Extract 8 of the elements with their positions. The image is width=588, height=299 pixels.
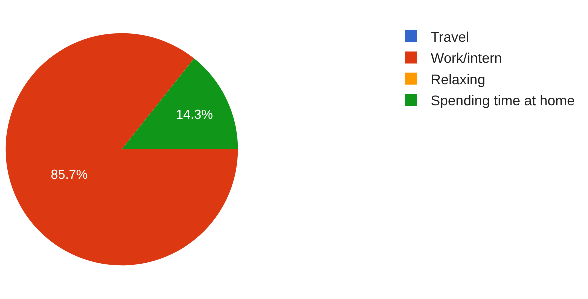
pie-slice bbox=[6, 33, 238, 266]
data-label: 14.3% bbox=[176, 106, 214, 122]
legend-label: Travel bbox=[431, 28, 470, 45]
legend-label: Work/intern bbox=[431, 50, 502, 66]
pie-slice bbox=[122, 58, 238, 150]
data-label: 85.7% bbox=[51, 167, 88, 182]
legend-label: Spending time at home bbox=[431, 92, 576, 109]
legend-label: Relaxing bbox=[431, 71, 486, 88]
